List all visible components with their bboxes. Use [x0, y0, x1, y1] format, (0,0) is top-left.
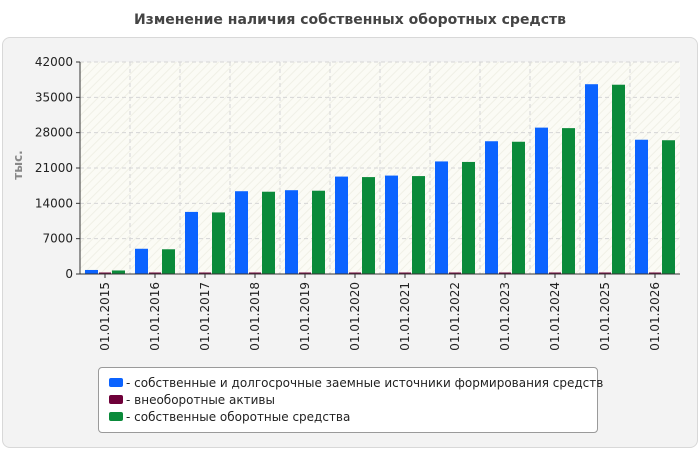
bar-2 — [649, 272, 661, 274]
bar-3 — [612, 84, 625, 274]
bar-1 — [635, 139, 648, 274]
legend-label-working-capital: собственные оборотные средства — [134, 409, 351, 424]
bar-1 — [535, 127, 548, 274]
bar-1 — [135, 248, 148, 274]
bar-2 — [149, 272, 161, 274]
bar-2 — [349, 272, 361, 274]
chart-legend: - собственные и долгосрочные заемные ист… — [98, 367, 603, 433]
legend-dash: - — [126, 409, 135, 424]
x-tick-label: 01.01.2023 — [498, 282, 512, 351]
bar-3 — [262, 191, 275, 274]
legend-swatch-blue — [109, 378, 123, 387]
legend-label-sources: собственные и долгосрочные заемные источ… — [134, 375, 604, 390]
bar-3 — [412, 176, 425, 274]
legend-item-sources: - собственные и долгосрочные заемные ист… — [109, 374, 603, 391]
bar-1 — [235, 191, 248, 274]
bar-2 — [549, 272, 561, 274]
bar-1 — [285, 190, 298, 274]
x-tick-label: 01.01.2015 — [98, 282, 112, 351]
x-tick-label: 01.01.2024 — [548, 282, 562, 351]
bars — [85, 84, 675, 274]
y-tick-label: 42000 — [35, 55, 73, 69]
bar-2 — [299, 272, 311, 274]
legend-dash: - — [126, 375, 135, 390]
bar-1 — [85, 269, 98, 274]
bar-2 — [99, 272, 111, 274]
y-axis-label: тыс. — [11, 150, 25, 179]
bar-1 — [435, 161, 448, 274]
y-tick-label: 28000 — [35, 126, 73, 140]
grid-lines — [80, 61, 680, 274]
x-tick-label: 01.01.2017 — [198, 282, 212, 351]
bar-1 — [185, 211, 198, 274]
bar-3 — [162, 249, 175, 274]
legend-item-noncurrent-assets: - внеоборотные активы — [109, 391, 587, 408]
y-axis-ticks: 0 7000 14000 21000 28000 35000 42000 — [35, 55, 80, 281]
bar-3 — [512, 141, 525, 274]
bar-3 — [662, 140, 675, 274]
bar-2 — [199, 272, 211, 274]
bar-2 — [449, 272, 461, 274]
bar-3 — [212, 212, 225, 274]
legend-dash: - — [126, 392, 135, 407]
bar-2 — [499, 272, 511, 274]
y-tick-label: 21000 — [35, 161, 73, 175]
y-tick-label: 35000 — [35, 90, 73, 104]
bar-1 — [585, 84, 598, 274]
bar-1 — [485, 141, 498, 274]
bar-1 — [385, 175, 398, 274]
bar-2 — [399, 272, 411, 274]
chart-title: Изменение наличия собственных оборотных … — [133, 12, 567, 28]
legend-item-working-capital: - собственные оборотные средства — [109, 408, 587, 425]
bar-2 — [599, 272, 611, 274]
x-tick-label: 01.01.2018 — [248, 282, 262, 351]
bar-3 — [462, 161, 475, 274]
x-tick-label: 01.01.2016 — [148, 282, 162, 351]
bar-3 — [112, 270, 125, 274]
bar-3 — [312, 190, 325, 274]
legend-label-noncurrent-assets: внеоборотные активы — [134, 392, 275, 407]
y-tick-label: 0 — [65, 267, 73, 281]
x-tick-label: 01.01.2026 — [648, 282, 662, 351]
legend-swatch-green — [109, 412, 123, 421]
y-tick-label: 14000 — [35, 196, 73, 210]
x-tick-label: 01.01.2025 — [598, 282, 612, 351]
legend-swatch-maroon — [109, 395, 123, 404]
x-tick-label: 01.01.2019 — [298, 282, 312, 351]
x-tick-label: 01.01.2022 — [448, 282, 462, 351]
bar-2 — [249, 272, 261, 274]
bar-1 — [335, 176, 348, 274]
bar-3 — [562, 128, 575, 274]
x-axis-labels: 01.01.2015 01.01.2016 01.01.2017 01.01.2018… — [98, 274, 662, 351]
x-tick-label: 01.01.2021 — [398, 282, 412, 351]
y-tick-label: 7000 — [42, 232, 73, 246]
bar-3 — [362, 177, 375, 274]
x-tick-label: 01.01.2020 — [348, 282, 362, 351]
